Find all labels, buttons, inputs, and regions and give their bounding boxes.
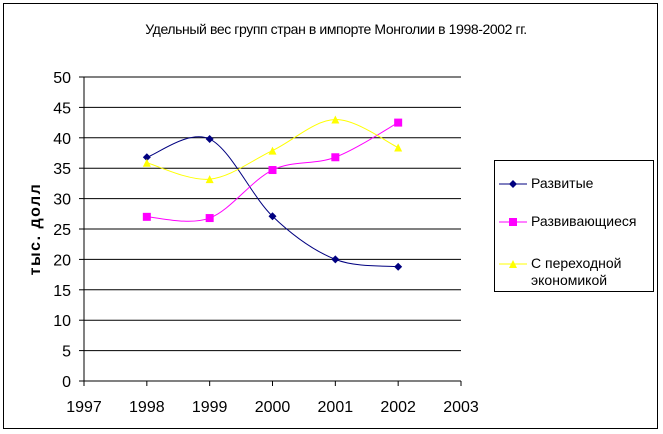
data-point — [268, 212, 277, 221]
x-tick-label: 1999 — [192, 399, 228, 416]
legend-swatch-triangle — [499, 260, 527, 268]
data-point — [394, 143, 403, 152]
data-point — [205, 175, 214, 184]
y-tick-label: 0 — [62, 374, 71, 391]
y-tick-label: 30 — [53, 192, 71, 209]
legend: Развитые Развивающиеся С переходной экон… — [494, 160, 654, 292]
x-tick-label: 1998 — [129, 399, 165, 416]
legend-label: Развивающиеся — [531, 213, 637, 229]
data-point — [394, 118, 403, 127]
data-point — [142, 158, 151, 167]
data-point — [331, 115, 340, 124]
data-point — [331, 153, 340, 162]
data-point — [394, 262, 403, 271]
data-point — [205, 214, 214, 223]
data-point — [142, 153, 151, 162]
series-line — [146, 136, 399, 268]
x-tick-label: 2002 — [380, 399, 416, 416]
y-tick-label: 45 — [53, 100, 71, 117]
x-tick-label: 1997 — [66, 399, 102, 416]
x-tick-label: 2000 — [255, 399, 291, 416]
y-tick-label: 25 — [53, 222, 71, 239]
y-tick-label: 5 — [62, 344, 71, 361]
data-point — [205, 135, 214, 144]
data-point — [268, 146, 277, 155]
chart-title: Удельный вес групп стран в импорте Монго… — [145, 21, 526, 37]
data-point — [142, 212, 151, 221]
x-tick-label: 2001 — [318, 399, 354, 416]
data-point — [268, 166, 277, 175]
legend-label: Развитые — [531, 175, 594, 191]
y-axis-label: тыс. долл — [27, 183, 44, 276]
y-tick-label: 15 — [53, 283, 71, 300]
y-tick-label: 40 — [53, 131, 71, 148]
y-tick-label: 50 — [53, 70, 71, 87]
data-point — [331, 255, 340, 264]
legend-swatch-square — [499, 218, 527, 226]
y-tick-label: 20 — [53, 252, 71, 269]
y-tick-label: 10 — [53, 313, 71, 330]
legend-label: С переходной экономикой — [531, 255, 622, 288]
legend-swatch-diamond — [499, 180, 527, 188]
y-tick-label: 35 — [53, 161, 71, 178]
x-tick-label: 2003 — [443, 399, 479, 416]
